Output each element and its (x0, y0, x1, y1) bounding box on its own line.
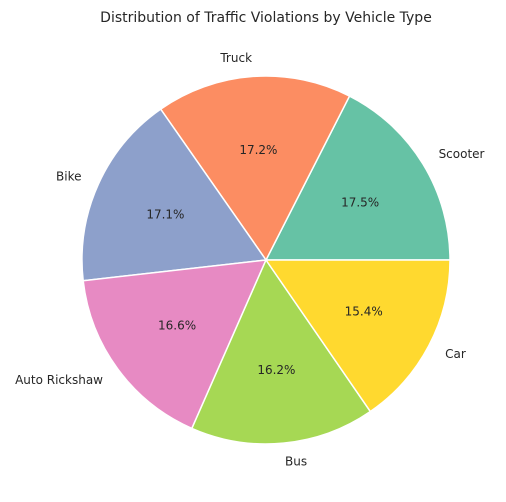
pct-label-scooter: 17.5% (341, 195, 379, 209)
category-label-scooter: Scooter (439, 147, 485, 161)
percentage-labels: 17.5% 17.2% 17.1% 16.6% 16.2% 15.4% (146, 143, 382, 377)
chart-title: Distribution of Traffic Violations by Ve… (100, 10, 432, 26)
pct-label-bike: 17.1% (146, 208, 184, 222)
pct-label-bus: 16.2% (257, 363, 295, 377)
pie-slice-bus (191, 259, 372, 445)
pie-slice-auto-rickshaw (82, 259, 267, 430)
category-label-bus: Bus (285, 455, 307, 469)
pie-slice-bike (81, 108, 267, 282)
category-label-auto-rickshaw: Auto Rickshaw (15, 373, 103, 387)
pct-label-car: 15.4% (345, 304, 383, 318)
category-label-car: Car (445, 347, 466, 361)
pie-slice-scooter (265, 95, 451, 261)
pie-slice-truck (159, 75, 351, 261)
pct-label-auto-rickshaw: 16.6% (158, 318, 196, 332)
pct-label-truck: 17.2% (239, 143, 277, 157)
pie-slice-car (265, 259, 451, 413)
pie-slices (81, 75, 451, 445)
category-label-bike: Bike (56, 170, 81, 184)
category-labels: Scooter Truck Bike Auto Rickshaw Bus Car (15, 51, 484, 468)
category-label-truck: Truck (219, 51, 252, 65)
